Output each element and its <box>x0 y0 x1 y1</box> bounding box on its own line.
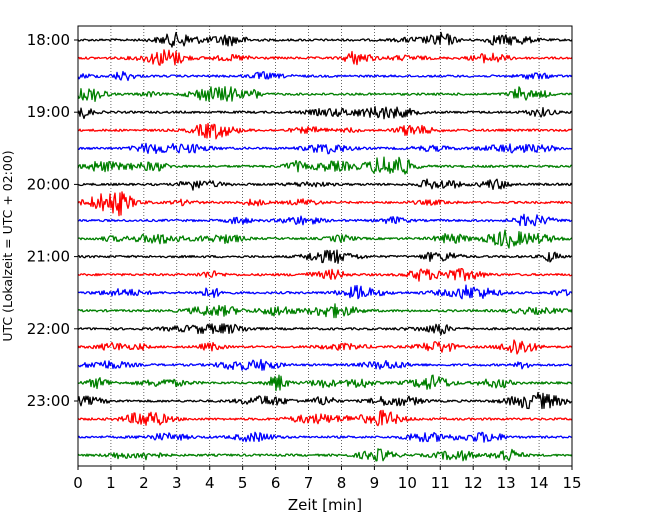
x-tick-label: 10 <box>398 474 417 492</box>
trace-1815 <box>77 49 573 66</box>
trace-layer <box>77 31 573 462</box>
x-tick-label: 11 <box>431 474 450 492</box>
trace-2000 <box>77 178 573 191</box>
y-tick-label: 22:00 <box>27 320 70 338</box>
y-tick-label: 20:00 <box>27 175 70 193</box>
trace-1915 <box>77 122 573 140</box>
y-tick-label: 23:00 <box>27 392 70 410</box>
x-tick-label: 14 <box>530 474 549 492</box>
trace-2330 <box>77 431 573 443</box>
y-tick-label: 21:00 <box>27 248 70 266</box>
y-tick-layer: 18:00 19:00 20:00 21:00 22:00 23:00 <box>27 31 78 410</box>
y-axis-title: UTC (Lokalzeit = UTC + 02:00) <box>0 150 15 341</box>
x-tick-label: 3 <box>172 474 182 492</box>
x-tick-layer: 0 1 2 3 4 5 6 7 8 9 10 11 12 13 14 15 <box>73 466 582 492</box>
trace-1930 <box>77 142 573 155</box>
trace-2100 <box>77 249 573 264</box>
trace-2145 <box>77 303 573 319</box>
trace-1830 <box>77 70 573 82</box>
y-tick-label: 18:00 <box>27 31 70 49</box>
x-tick-label: 12 <box>464 474 483 492</box>
trace-2130 <box>77 284 573 300</box>
grid-layer <box>110 26 540 466</box>
x-tick-label: 5 <box>238 474 248 492</box>
trace-2315 <box>77 409 573 427</box>
trace-2230 <box>77 358 573 371</box>
y-tick-label: 19:00 <box>27 103 70 121</box>
x-tick-label: 13 <box>497 474 516 492</box>
trace-1900 <box>77 106 573 120</box>
x-tick-label: 9 <box>370 474 380 492</box>
x-tick-label: 8 <box>337 474 347 492</box>
x-tick-label: 4 <box>205 474 215 492</box>
x-tick-label: 15 <box>562 474 581 492</box>
x-tick-label: 0 <box>73 474 83 492</box>
trace-1945 <box>77 156 573 175</box>
x-tick-label: 2 <box>139 474 149 492</box>
trace-2345 <box>77 448 573 462</box>
trace-1845 <box>77 86 573 103</box>
trace-2115 <box>77 267 573 282</box>
x-axis-title: Zeit [min] <box>288 496 362 514</box>
x-tick-label: 6 <box>271 474 281 492</box>
trace-2015 <box>77 191 573 217</box>
trace-2200 <box>77 323 573 336</box>
trace-2045 <box>77 229 573 249</box>
plot-frame <box>77 25 573 467</box>
trace-2245 <box>77 374 573 392</box>
trace-2215 <box>77 339 573 355</box>
x-tick-label: 7 <box>304 474 314 492</box>
trace-1800 <box>77 31 573 48</box>
trace-2030 <box>77 213 573 227</box>
x-tick-label: 1 <box>106 474 116 492</box>
trace-2300 <box>77 391 573 410</box>
